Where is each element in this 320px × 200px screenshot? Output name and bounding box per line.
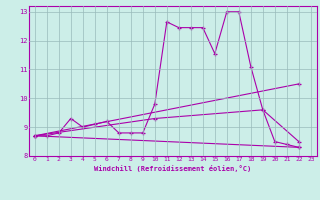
X-axis label: Windchill (Refroidissement éolien,°C): Windchill (Refroidissement éolien,°C) <box>94 165 252 172</box>
